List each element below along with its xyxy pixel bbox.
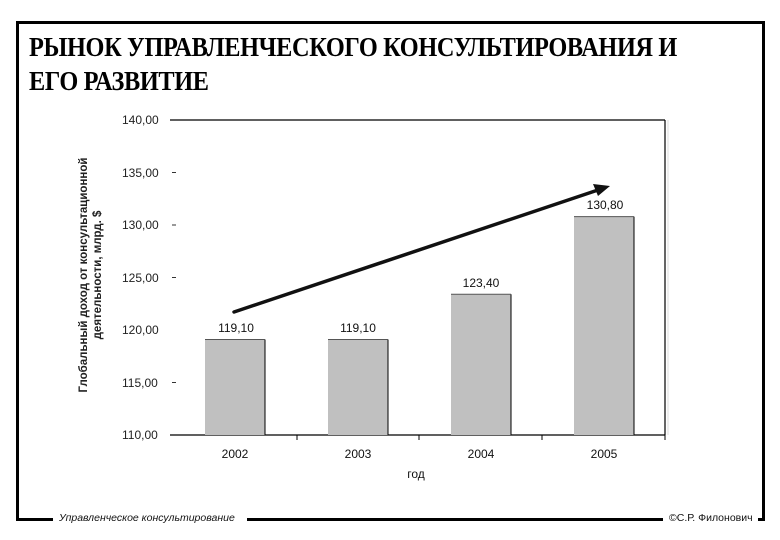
y-tick-marks	[172, 172, 176, 383]
footer-course-name: Управленческое консультирование	[55, 512, 239, 524]
value-label-2002: 119,10	[218, 321, 254, 335]
bar-2005	[574, 216, 634, 435]
value-labels: 119,10 119,10 123,40 130,80	[218, 198, 624, 335]
y-axis-label: Глобальный доход от консультационной дея…	[78, 158, 104, 393]
x-tick-label: 2003	[345, 447, 372, 461]
value-label-2003: 119,10	[340, 321, 376, 335]
value-label-2005: 130,80	[587, 198, 624, 212]
bar-2004	[451, 294, 511, 435]
y-tick-label: 115,00	[122, 376, 158, 390]
y-tick-label: 125,00	[122, 271, 159, 285]
x-tick-labels: 2002 2003 2004 2005	[222, 447, 618, 461]
x-tick-label: 2002	[222, 447, 249, 461]
y-tick-label: 130,00	[122, 218, 159, 232]
slide-frame	[16, 21, 765, 521]
y-tick-label: 140,00	[122, 113, 159, 127]
frame-bottom-left-line	[16, 518, 53, 521]
y-axis-label-line-2: деятельности, млрд. $	[92, 210, 104, 339]
y-tick-label: 110,00	[122, 428, 158, 442]
x-axis-label: год	[407, 467, 425, 481]
frame-bottom-right-line	[758, 518, 765, 521]
bars	[205, 216, 635, 435]
frame-bottom-middle-line	[247, 518, 663, 521]
value-label-2004: 123,40	[463, 276, 500, 290]
slide-title-line-2: ЕГО РАЗВИТИЕ	[29, 66, 209, 96]
bar-2003	[328, 339, 388, 435]
footer-copyright: ©С.Р. Филонович	[666, 512, 756, 524]
y-axis-label-line-1: Глобальный доход от консультационной	[78, 158, 90, 393]
y-tick-label: 120,00	[122, 323, 159, 337]
bar-2002	[205, 339, 265, 435]
y-tick-label: 135,00	[122, 166, 159, 180]
y-tick-labels: 140,00 135,00 130,00 125,00 120,00 115,0…	[122, 113, 159, 442]
x-tick-label: 2004	[468, 447, 495, 461]
trend-arrow-icon	[232, 184, 610, 314]
x-tick-label: 2005	[591, 447, 618, 461]
slide-title: РЫНОК УПРАВЛЕНЧЕСКОГО КОНСУЛЬТИРОВАНИЯ И…	[29, 30, 686, 98]
slide-title-line-1: РЫНОК УПРАВЛЕНЧЕСКОГО КОНСУЛЬТИРОВАНИЯ И	[29, 32, 677, 62]
x-tick-marks	[296, 435, 666, 440]
